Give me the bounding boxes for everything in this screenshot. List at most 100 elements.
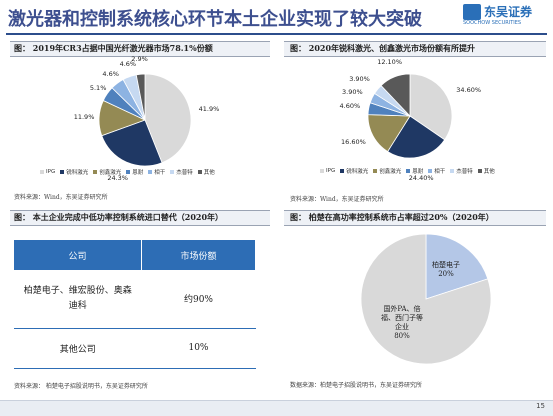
fig2-source: 资料来源：Wind，东吴证券研究所: [290, 196, 384, 203]
title-divider: [6, 33, 547, 35]
lbl1-label: 5.1%: [89, 83, 107, 92]
legend-item: 相干: [148, 168, 165, 176]
legend-label: 杰普特: [456, 169, 473, 175]
fig3-source: 资料来源： 柏楚电子招股说明书，东吴证券研究所: [14, 383, 148, 390]
lbl1-label: 4.6%: [102, 70, 119, 79]
legend-label: IPG: [326, 168, 336, 174]
fig2-caption-bar: [284, 41, 546, 57]
lbl1-label: 11.9%: [73, 113, 95, 122]
page-title: 激光器和控制系统核心环节本土企业实现了较大突破: [8, 9, 422, 30]
legend-swatch: [60, 170, 65, 174]
table-row: 柏楚电子、维宏股份、奥森迪科 约90%: [14, 270, 256, 329]
legend-label: 创鑫激光: [379, 169, 402, 175]
fig4-slice-国外PA、倍福、西门子等企业: [360, 233, 492, 365]
fig1-caption-bar: [10, 41, 270, 57]
legend-label: 相干: [154, 170, 166, 176]
fig4-pie-chart: [360, 233, 492, 365]
fig4-slice-柏楚电子: [425, 233, 489, 300]
fig4-slice-b-value: 80%: [394, 332, 410, 340]
legend-swatch: [450, 169, 455, 173]
logo-subtitle: SOOCHOW SECURITIES: [463, 20, 522, 26]
table-header-company: 公司: [14, 240, 142, 270]
fig2-caption: 图： 2020年锐科激光、创鑫激光市场份额有所提升: [290, 43, 476, 53]
lbl2-label: 4.60%: [339, 102, 361, 111]
legend-label: 创鑫激光: [99, 170, 122, 176]
fig4-source: 数据来源：柏楚电子招股说明书，东吴证券研究所: [290, 382, 423, 389]
fig1-caption: 图： 2019年CR3占据中国光纤激光器市场78.1%份额: [14, 43, 213, 53]
fig4-caption-bar: [284, 210, 546, 226]
table-cell-company: 柏楚电子、维宏股份、奥森迪科: [14, 270, 142, 329]
fig4-caption: 图： 柏楚在高功率控制系统市占率超过20%（2020年）: [290, 212, 494, 222]
legend-swatch: [373, 169, 378, 173]
legend-swatch: [406, 169, 411, 173]
fig1-pie-chart: [98, 73, 192, 167]
fig1-slice-IPG: [144, 73, 192, 164]
lbl2-label: 3.90%: [349, 75, 370, 84]
lbl2-label: 16.60%: [341, 137, 366, 146]
legend-label: 锐科激光: [346, 169, 369, 175]
legend-item: 恩耐: [406, 167, 423, 175]
fig2-slice-锐科激光: [387, 115, 446, 159]
legend-item: 杰普特: [170, 168, 193, 176]
fig4-slice-b-text: 国外PA、倍福、西门子等企业 80%: [379, 305, 425, 341]
legend-swatch: [340, 169, 345, 173]
fig2-legend: IPG 锐科激光 创鑫激光 恩耐 相干 杰普特 其他: [320, 167, 500, 175]
fig3-caption: 图： 本土企业完成中低功率控制系统进口替代（2020年）: [14, 212, 224, 222]
legend-label: 其他: [483, 169, 495, 175]
legend-label: 其他: [203, 170, 215, 176]
legend-item: 创鑫激光: [93, 168, 121, 176]
legend-item: 杰普特: [450, 167, 473, 175]
legend-swatch: [477, 169, 482, 173]
fig4-slice-a-value: 20%: [438, 270, 454, 278]
legend-swatch: [320, 169, 324, 173]
fig3-caption-bar: [10, 210, 270, 226]
table-header-share: 市场份额: [141, 240, 256, 270]
fig2-slice-IPG: [409, 73, 453, 141]
table-cell-share: 10%: [141, 328, 256, 369]
legend-item: 锐科激光: [60, 168, 88, 176]
fig4-slice-b-label: 国外PA、倍福、西门子等企业: [381, 305, 423, 331]
legend-label: 相干: [434, 169, 446, 175]
fig4-slice-a-text: 柏楚电子 20%: [428, 261, 464, 279]
lbl1-label: 24.3%: [107, 174, 128, 182]
legend-item: 相干: [428, 167, 445, 175]
legend-label: 杰普特: [176, 170, 193, 176]
fig2-pie-chart: [367, 73, 453, 159]
fig2-slice-创鑫激光: [367, 114, 411, 153]
logo-mark-icon: [463, 3, 481, 20]
lbl1-label: 2.9%: [131, 55, 148, 64]
lbl2-label: 3.90%: [342, 88, 363, 97]
legend-label: IPG: [46, 169, 56, 175]
page-number: 15: [536, 402, 545, 410]
legend-swatch: [148, 170, 153, 174]
table-cell-share: 约90%: [141, 270, 256, 329]
legend-label: 恩耐: [412, 169, 424, 175]
legend-label: 恩耐: [132, 170, 144, 176]
lbl2-label: 12.10%: [377, 57, 403, 66]
legend-swatch: [93, 170, 98, 174]
fig1-legend: IPG 锐科激光 创鑫激光 恩耐 相干 杰普特 其他: [40, 168, 220, 176]
legend-item: 创鑫激光: [373, 167, 401, 175]
legend-swatch: [40, 170, 44, 174]
fig1-slice-其他: [135, 73, 146, 121]
table-row: 其他公司 10%: [14, 328, 256, 369]
lbl2-label: 34.60%: [456, 86, 482, 95]
fig1-source: 资料来源：Wind，东吴证券研究所: [14, 194, 108, 201]
brand-logo: 东吴证券 SOOCHOW SECURITIES: [463, 3, 547, 29]
fig2-slice-其他: [380, 73, 411, 118]
legend-item: IPG: [320, 168, 335, 174]
logo-name: 东吴证券: [484, 5, 533, 19]
legend-item: 其他: [477, 167, 495, 175]
legend-swatch: [126, 170, 131, 174]
fig1-slice-锐科激光: [101, 119, 163, 167]
legend-swatch: [197, 170, 202, 174]
share-table: 公司 市场份额 柏楚电子、维宏股份、奥森迪科 约90% 其他公司 10%: [14, 240, 256, 369]
legend-swatch: [428, 169, 433, 173]
table-cell-company: 其他公司: [14, 328, 142, 369]
legend-item: 其他: [197, 168, 215, 176]
lbl2-label: 24.40%: [408, 173, 434, 182]
footer-bar: [0, 400, 553, 416]
legend-item: IPG: [40, 169, 55, 175]
legend-swatch: [170, 170, 175, 174]
legend-item: 锐科激光: [340, 167, 368, 175]
